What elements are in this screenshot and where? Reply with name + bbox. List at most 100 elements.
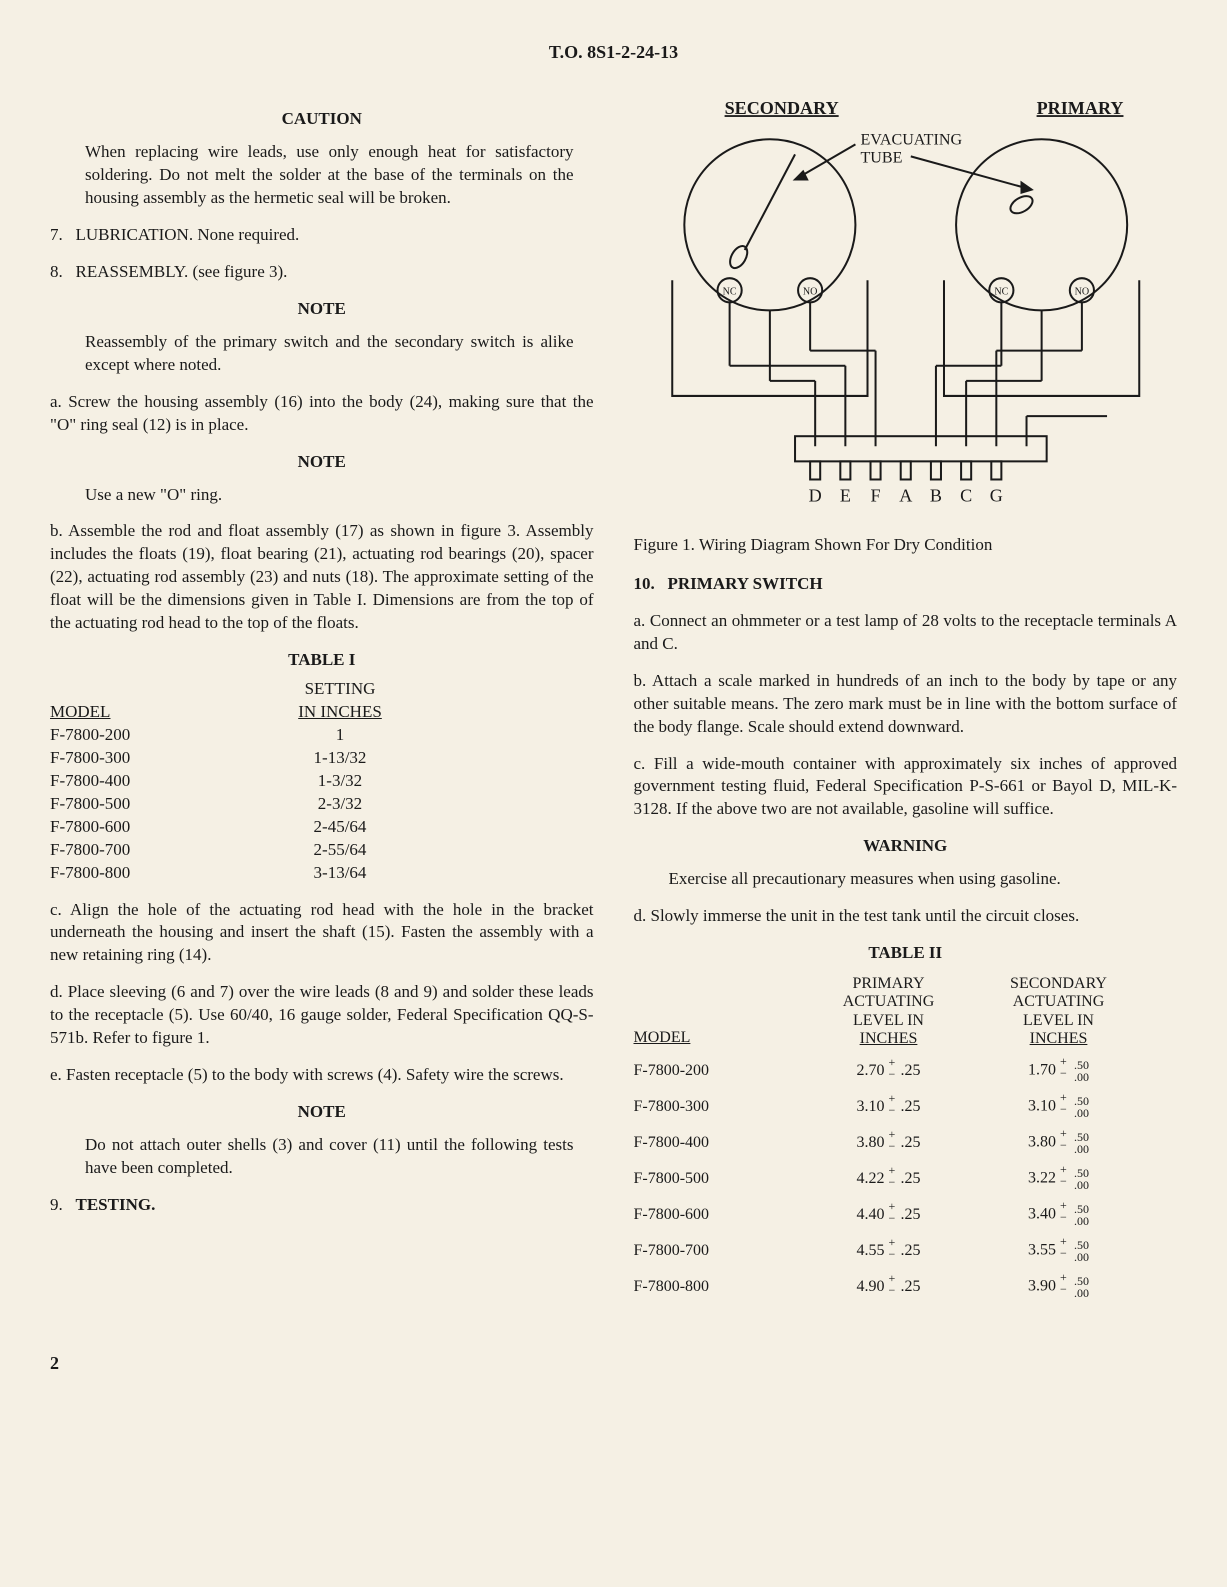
table1-setting: 2-45/64 [260,816,420,839]
diag-pin-label: B [929,486,941,506]
table2-row: F-7800-4003.80 +− .253.80 +− .50.00 [634,1131,1178,1155]
wiring-diagram-svg: SECONDARY PRIMARY EVACUATING TUBE [634,94,1178,517]
table2-model: F-7800-600 [634,1204,804,1226]
item-7: 7. LUBRICATION. None required. [50,224,594,247]
table2-head-model: MODEL [634,1029,691,1046]
diag-sec-no: NO [802,287,817,298]
table1-head-setting-l2: IN INCHES [260,701,420,724]
table1-row: F-7800-6002-45/64 [50,816,594,839]
para-8e: e. Fasten receptacle (5) to the body wit… [50,1064,594,1087]
table1-model: F-7800-300 [50,747,260,770]
table2-primary: 4.40 +− .25 [804,1204,974,1226]
table1-setting: 1-13/32 [260,747,420,770]
diag-label-secondary: SECONDARY [724,98,838,118]
item-7-num: 7. [50,225,63,244]
diag-pin-label: A [899,486,912,506]
diag-pin-label: E [839,486,850,506]
para-8d: d. Place sleeving (6 and 7) over the wir… [50,981,594,1050]
table2-model: F-7800-700 [634,1240,804,1262]
diag-label-tube: TUBE [860,150,902,167]
table2-row: F-7800-3003.10 +− .253.10 +− .50.00 [634,1095,1178,1119]
item-10-title: PRIMARY SWITCH [668,574,823,593]
para-10d: d. Slowly immerse the unit in the test t… [634,905,1178,928]
table2-head-secondary: SECONDARYACTUATINGLEVEL ININCHES [974,975,1144,1049]
table2-secondary: 3.40 +− .50.00 [974,1203,1144,1227]
table2-primary: 4.90 +− .25 [804,1276,974,1298]
table2-secondary: 3.80 +− .50.00 [974,1131,1144,1155]
table2-row: F-7800-7004.55 +− .253.55 +− .50.00 [634,1239,1178,1263]
para-8c: c. Align the hole of the actuating rod h… [50,899,594,968]
table2-row: F-7800-2002.70 +− .251.70 +− .50.00 [634,1059,1178,1083]
note2-heading: NOTE [50,451,594,474]
item-10-num: 10. [634,574,655,593]
table1-setting: 2-3/32 [260,793,420,816]
table2-secondary: 1.70 +− .50.00 [974,1059,1144,1083]
wiring-diagram: SECONDARY PRIMARY EVACUATING TUBE [634,94,1178,524]
table1-setting: 3-13/64 [260,862,420,885]
table1-row: F-7800-4001-3/32 [50,770,594,793]
table1-head-model: MODEL [50,702,110,721]
diag-pri-nc: NC [994,287,1008,298]
table1-title: TABLE I [50,649,594,672]
page-number: 2 [50,1351,1177,1375]
table2-secondary: 3.10 +− .50.00 [974,1095,1144,1119]
item-9-title: TESTING. [76,1195,156,1214]
table1-model: F-7800-600 [50,816,260,839]
item-10: 10. PRIMARY SWITCH [634,573,1178,596]
diag-label-evac: EVACUATING [860,132,962,149]
warning-heading: WARNING [634,835,1178,858]
diag-pri-no: NO [1074,287,1089,298]
item-9-num: 9. [50,1195,63,1214]
note1-heading: NOTE [50,298,594,321]
caution-heading: CAUTION [50,108,594,131]
item-8-num: 8. [50,262,63,281]
diag-pin-label: F [870,486,880,506]
table1-row: F-7800-5002-3/32 [50,793,594,816]
table2-model: F-7800-500 [634,1168,804,1190]
left-column: CAUTION When replacing wire leads, use o… [50,94,594,1310]
table2-secondary: 3.22 +− .50.00 [974,1167,1144,1191]
caution-body: When replacing wire leads, use only enou… [85,141,574,210]
note3-body: Do not attach outer shells (3) and cover… [85,1134,574,1180]
item-7-body: None required. [197,225,299,244]
table1-row: F-7800-8003-13/64 [50,862,594,885]
table2-model: F-7800-800 [634,1276,804,1298]
para-10a: a. Connect an ohmmeter or a test lamp of… [634,610,1178,656]
table1-model: F-7800-400 [50,770,260,793]
table2-head-primary: PRIMARYACTUATINGLEVEL ININCHES [804,975,974,1049]
item-8: 8. REASSEMBLY. (see figure 3). [50,261,594,284]
warning-body: Exercise all precautionary measures when… [669,868,1158,891]
table1-setting: 1 [260,724,420,747]
para-10b: b. Attach a scale marked in hundreds of … [634,670,1178,739]
table1-model: F-7800-700 [50,839,260,862]
diag-pin-label: G [989,486,1002,506]
table1-head-setting-l1: SETTING [260,678,420,701]
table2-model: F-7800-300 [634,1096,804,1118]
table2-primary: 4.22 +− .25 [804,1168,974,1190]
diag-label-primary: PRIMARY [1036,98,1123,118]
table1-row: F-7800-2001 [50,724,594,747]
table1-row: F-7800-7002-55/64 [50,839,594,862]
table2-model: F-7800-400 [634,1132,804,1154]
table2-model: F-7800-200 [634,1060,804,1082]
table-1: SETTING MODEL IN INCHES F-7800-2001F-780… [50,678,594,884]
diag-pin-label: D [808,486,821,506]
table1-model: F-7800-800 [50,862,260,885]
para-8a: a. Screw the housing assembly (16) into … [50,391,594,437]
item-8-body: (see figure 3). [193,262,288,281]
table2-primary: 3.80 +− .25 [804,1132,974,1154]
table2-title: TABLE II [634,942,1178,965]
table2-secondary: 3.90 +− .50.00 [974,1275,1144,1299]
table1-setting: 2-55/64 [260,839,420,862]
diag-pin-label: C [960,486,972,506]
para-8b: b. Assemble the rod and float assembly (… [50,520,594,635]
diag-sec-nc: NC [722,287,736,298]
item-7-title: LUBRICATION. [76,225,194,244]
table-2: MODEL PRIMARYACTUATINGLEVEL ININCHES SEC… [634,975,1178,1299]
table1-setting: 1-3/32 [260,770,420,793]
item-9: 9. TESTING. [50,1194,594,1217]
item-8-title: REASSEMBLY. [76,262,189,281]
table1-model: F-7800-200 [50,724,260,747]
para-10c: c. Fill a wide-mouth container with appr… [634,753,1178,822]
table2-row: F-7800-8004.90 +− .253.90 +− .50.00 [634,1275,1178,1299]
